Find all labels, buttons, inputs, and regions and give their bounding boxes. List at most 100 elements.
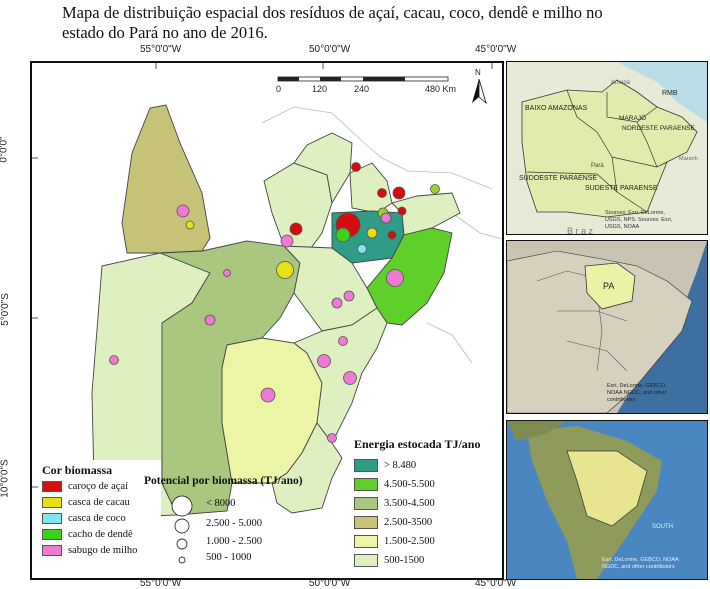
legend-energia: Energia estocada TJ/ano > 8.480 4.500-5.… [350,435,502,578]
potencial-item-1: < 8000 [206,498,236,509]
energia-item-3: 3.500-4.500 [354,494,502,513]
inset-credits-3: USGS, NOAA [605,224,640,230]
coord-bottom-45w: 45°0'0"W [475,578,517,589]
swatch-energia-5 [354,535,378,548]
inset-label-baixo: BAIXO AMAZONAS [525,105,588,112]
map-title-line-1: Mapa de distribuição espacial dos resídu… [62,3,603,22]
inset-label-sudoeste: SUDOESTE PARAENSE [519,175,597,182]
legend-item-dende: cacho de dendê [42,526,157,542]
inset-credits-2: USGS, NPS. Sources: Esri, [605,217,673,223]
inset-label-braz: B r a z [567,226,594,234]
potencial-item-2: 2.500 - 5.000 [206,518,262,529]
milho-circle [260,387,276,403]
inset-brazil-canvas: PA Esri, DeLorme, GEBCO, NOAA NGDC, and … [507,241,707,413]
legend-label-dende: cacho de dendê [68,528,133,540]
milho-circle [223,269,231,277]
legend-potencial: Potencial por biomassa (TJ/ano) < 8000 2… [144,475,334,575]
legend-potencial-title: Potencial por biomassa (TJ/ano) [144,475,303,487]
region-southeast [293,307,388,444]
inset-label-amapa: Amapá [611,80,631,86]
north-arrow-icon: N [472,68,487,105]
energia-label-4: 2.500-3500 [384,517,433,528]
swatch-energia-2 [354,478,378,491]
legend-label-acai: caroço de açaí [68,480,129,492]
coco-circle [357,244,367,254]
region-northwest [121,104,211,254]
scale-tick-120: 120 [312,84,327,94]
main-map-canvas: 0 120 240 480 Km N [32,63,502,517]
dende-circle [430,184,440,194]
potencial-item-3: 1.000 - 2.500 [206,536,262,547]
acai-circle [392,186,406,200]
milho-circle [317,354,331,368]
milho-circle [280,234,294,248]
coord-top-45w: 45°0'0"W [475,44,517,55]
coord-left-10s: 10°0'0"S [0,459,11,498]
swatch-energia-4 [354,516,378,529]
swatch-dende [42,528,62,540]
map-title: Mapa de distribuição espacial dos resídu… [62,3,682,43]
inset-sa-south: SOUTH [652,524,673,530]
milho-circle [343,290,355,302]
inset-sa-canvas: SOUTH Esri, DeLorme, GEBCO, NOAA NGDC, a… [507,421,707,579]
region-far-south [271,422,343,514]
region-north-upper [293,132,353,205]
energia-label-1: > 8.480 [384,460,417,471]
cacau-circle [276,261,294,279]
map-title-line-2: estado do Pará no ano de 2016. [62,23,268,42]
energia-item-4: 2.500-3500 [354,513,502,532]
legend-energia-title: Energia estocada TJ/ano [354,437,481,451]
swatch-cacau [42,496,62,508]
biomass-circles [109,162,440,443]
coord-top-50w: 50°0'0"W [309,44,351,55]
inset-label-rmb: RMB [662,90,678,97]
inset-label-para: Pará [591,163,604,169]
legend-cor-biomassa: Cor biomassa caroço de açaí casca de cac… [38,460,161,578]
inset-label-sudeste: SUDESTE PARAENSE [585,185,658,192]
inset-brazil: PA Esri, DeLorme, GEBCO, NOAA NGDC, and … [506,240,708,414]
acai-circle [387,230,397,240]
inset-para-regions: Amapá BAIXO AMAZONAS MARAJÓ RMB NORDESTE… [506,61,708,235]
potencial-circles [171,495,193,564]
inset-south-america: SOUTH Esri, DeLorme, GEBCO, NOAA NGDC, a… [506,420,708,580]
scale-tick-0: 0 [276,84,281,94]
legend-item-milho: sabugo de milho [42,542,157,558]
milho-circle [327,433,337,443]
inset-brazil-credits-3: contributors [607,397,636,403]
milho-circle [338,336,348,346]
milho-circle [176,204,190,218]
cacau-circle [366,227,378,239]
acai-circle [289,222,303,236]
inset-sa-credits-1: Esri, DeLorme, GEBCO, NOAA [602,557,679,563]
legend-label-coco: casca de coco [68,512,126,524]
energia-label-2: 4.500-5.500 [384,479,435,490]
main-map: 0 120 240 480 Km N Cor biomassa caroço d… [30,61,504,580]
legend-item-coco: casca de coco [42,510,157,526]
energia-label-6: 500-1500 [384,555,425,566]
energia-label-3: 3.500-4.500 [384,498,435,509]
swatch-coco [42,512,62,524]
cacau-circle [185,220,195,230]
legend-item-cacau: casca de cacau [42,494,157,510]
legend-cor-title: Cor biomassa [42,463,113,477]
inset-brazil-credits-1: Esri, DeLorme, GEBCO, [607,383,667,389]
inset-sa-credits-2: NGDC, and other contributors [602,564,675,570]
inset-label-marajo: MARAJÓ [619,113,646,122]
scale-tick-480: 480 Km [425,84,456,94]
graticule-ticks [32,63,493,488]
energia-item-5: 1.500-2.500 [354,532,502,551]
coord-left-5s: 5°0'0"S [0,293,11,326]
energia-label-5: 1.500-2.500 [384,536,435,547]
inset-label-maranh: Maranh [679,156,698,162]
milho-circle [204,314,216,326]
inset-brazil-pa: PA [603,281,614,291]
scale-bar: 0 120 240 480 Km [276,76,456,94]
north-label: N [475,68,481,77]
milho-circle [380,212,392,224]
scale-tick-240: 240 [354,84,369,94]
acai-circle [351,162,361,172]
dende-circle [335,227,351,243]
coord-left-0: 0°0'0" [0,136,10,163]
acai-circle [397,206,407,216]
milho-circle [331,297,343,309]
